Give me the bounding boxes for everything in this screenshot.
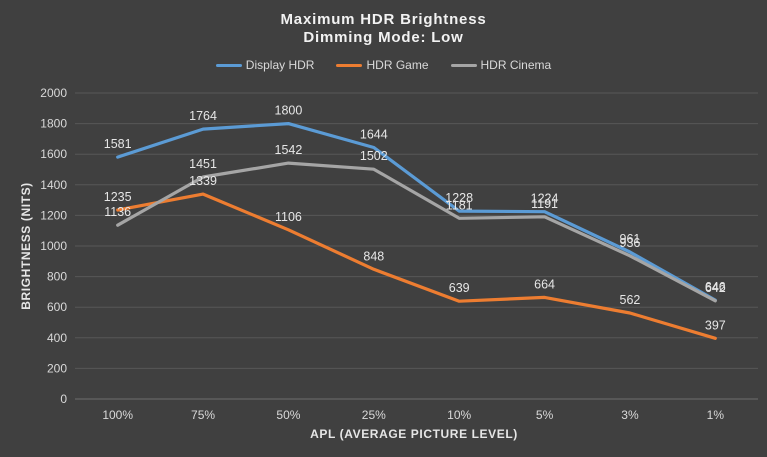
legend-label-hdr-cinema: HDR Cinema — [480, 58, 552, 72]
y-axis-ticks: 0 200 400 600 800 1000 1200 1400 1600 1800 2000 — [40, 86, 67, 406]
y-axis-title: BRIGHTNESS (NITS) — [19, 182, 33, 310]
data-label: 1764 — [189, 109, 217, 123]
legend-swatch-hdr-game — [336, 63, 363, 67]
y-tick-label: 1000 — [40, 239, 67, 253]
data-label: 1228 — [445, 191, 473, 205]
legend-item-hdr-game: HDR Game — [336, 58, 429, 72]
data-label: 397 — [705, 318, 726, 332]
y-tick-label: 800 — [47, 270, 67, 284]
x-tick-label: 50% — [276, 408, 300, 422]
data-label: 848 — [363, 249, 384, 263]
y-tick-label: 1200 — [40, 208, 67, 222]
data-label: 646 — [705, 280, 726, 294]
data-label: 1644 — [360, 127, 388, 141]
legend-swatch-hdr-cinema — [450, 63, 477, 67]
y-tick-label: 1400 — [40, 178, 67, 192]
data-label: 1451 — [189, 157, 217, 171]
data-label: 664 — [534, 277, 555, 291]
legend-label-display-hdr: Display HDR — [245, 58, 315, 72]
legend-item-display-hdr: Display HDR — [215, 58, 315, 72]
data-label: 1542 — [275, 143, 303, 157]
data-label: 1502 — [360, 149, 388, 163]
data-label: 1106 — [275, 210, 302, 224]
series-lines — [116, 121, 717, 340]
data-label: 1339 — [189, 174, 217, 188]
series-line-display-hdr — [116, 121, 717, 302]
data-label: 1181 — [446, 198, 473, 212]
y-tick-label: 0 — [60, 392, 67, 406]
y-tick-label: 600 — [47, 300, 67, 314]
data-label: 1581 — [104, 137, 132, 151]
legend-item-hdr-cinema: HDR Cinema — [450, 58, 552, 72]
legend-label-hdr-game: HDR Game — [366, 58, 429, 72]
x-tick-label: 10% — [447, 408, 471, 422]
data-label: 936 — [620, 236, 641, 250]
y-tick-label: 400 — [47, 331, 67, 345]
x-tick-label: 75% — [191, 408, 215, 422]
y-tick-label: 2000 — [40, 86, 67, 100]
x-axis-ticks: 100% 75% 50% 25% 10% 5% 3% 1% — [102, 408, 724, 422]
data-labels: 1581 1764 1800 1644 1228 1224 961 646 1235 1339 11… — [104, 104, 726, 333]
data-label: 961 — [620, 232, 641, 246]
x-tick-label: 100% — [102, 408, 133, 422]
x-tick-label: 3% — [621, 408, 639, 422]
y-tick-label: 1800 — [40, 117, 67, 131]
x-tick-label: 25% — [362, 408, 386, 422]
data-label: 639 — [449, 281, 470, 295]
x-axis-title: APL (AVERAGE PICTURE LEVEL) — [310, 427, 518, 441]
data-label: 562 — [620, 293, 641, 307]
x-tick-label: 5% — [536, 408, 554, 422]
series-line-hdr-game — [116, 192, 717, 340]
chart-title: Maximum HDR Brightness — [280, 11, 487, 28]
data-label: 1224 — [531, 192, 559, 206]
y-tick-label: 200 — [47, 361, 67, 375]
y-tick-label: 1600 — [40, 147, 67, 161]
x-tick-label: 1% — [707, 408, 725, 422]
data-label: 642 — [705, 281, 726, 295]
data-label: 1136 — [104, 205, 131, 219]
legend-swatch-display-hdr — [215, 63, 242, 67]
data-label: 1800 — [275, 104, 303, 118]
legend: Display HDR HDR Game HDR Cinema — [0, 58, 767, 72]
series-line-hdr-cinema — [116, 161, 717, 303]
data-label: 1191 — [531, 197, 558, 211]
chart-subtitle: Dimming Mode: Low — [303, 29, 464, 46]
data-label: 1235 — [104, 190, 132, 204]
